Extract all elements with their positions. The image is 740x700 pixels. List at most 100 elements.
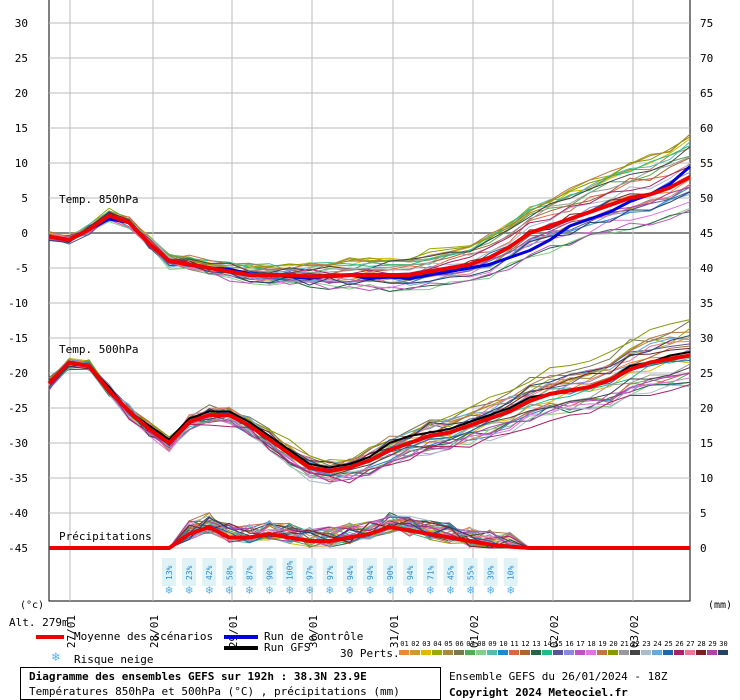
label-precip: Précipitations — [59, 530, 152, 543]
snow-cell — [242, 558, 257, 586]
right-tick-label: 25 — [700, 367, 713, 380]
run-info: Ensemble GEFS du 26/01/2024 - 18Z — [449, 670, 668, 683]
chart-grid — [48, 0, 691, 602]
legend-snowflake-icon: ❄ — [52, 650, 60, 665]
pert-swatch — [696, 650, 706, 655]
date-label: 01/02 — [468, 615, 481, 648]
member-t850-line — [48, 165, 691, 277]
snow-percent: 97% — [306, 565, 315, 580]
pert-legend-item: 08 — [476, 640, 487, 655]
pert-swatch — [399, 650, 409, 655]
snow-cell — [383, 558, 398, 586]
pert-legend-item: 27 — [685, 640, 696, 655]
pert-swatch — [718, 650, 728, 655]
member-t850-line — [48, 138, 691, 270]
snowflake-icon: ❄ — [246, 583, 253, 597]
pert-legend-item: 17 — [575, 640, 586, 655]
legend-gfs-label: Run GFS — [264, 641, 311, 654]
left-tick-label: 30 — [15, 17, 28, 30]
left-tick-label: -30 — [8, 437, 28, 450]
legend-perts: 01 02 03 04 05 06 07 08 09 10 11 12 13 14 15 16 17 18 19 20… — [399, 640, 731, 658]
pert-legend-item: 01 — [399, 640, 410, 655]
right-tick-label: 15 — [700, 437, 713, 450]
pert-legend-item: 02 — [410, 640, 421, 655]
left-unit: (°c) — [20, 600, 45, 611]
pert-swatch — [564, 650, 574, 655]
pert-swatch — [443, 650, 453, 655]
legend-mean-swatch — [36, 635, 64, 639]
legend-gfs-swatch — [224, 646, 258, 650]
snow-cell — [483, 558, 498, 586]
snowflake-icon: ❄ — [306, 583, 313, 597]
pert-swatch — [641, 650, 651, 655]
snowflake-icon: ❄ — [326, 583, 333, 597]
snowflake-icon: ❄ — [386, 583, 393, 597]
snow-cell — [342, 558, 357, 586]
snowflake-icon: ❄ — [467, 583, 474, 597]
snow-cell — [443, 558, 458, 586]
pert-swatch — [476, 650, 486, 655]
pert-swatch — [707, 650, 717, 655]
snow-percent: 87% — [245, 565, 254, 580]
pert-swatch — [487, 650, 497, 655]
date-label: 29/01 — [227, 615, 240, 648]
left-tick-label: -15 — [8, 332, 28, 345]
pert-swatch — [410, 650, 420, 655]
member-t500-line — [48, 327, 691, 467]
pert-legend-item: 19 — [597, 640, 608, 655]
right-tick-label: 20 — [700, 402, 713, 415]
snowflake-icon: ❄ — [165, 583, 172, 597]
snow-percent: 10% — [507, 565, 516, 580]
pert-legend-item: 03 — [421, 640, 432, 655]
member-t500-line — [48, 338, 691, 467]
snow-percent: 39% — [487, 565, 496, 580]
left-tick-label: 15 — [15, 122, 28, 135]
plot-frame — [48, 0, 691, 602]
label-t500: Temp. 500hPa — [59, 343, 139, 356]
right-tick-label: 55 — [700, 157, 713, 170]
member-t500-line — [48, 320, 691, 466]
pert-swatch — [630, 650, 640, 655]
snow-percent: 94% — [366, 565, 375, 580]
member-t850-line — [48, 133, 691, 268]
date-label: 02/02 — [548, 615, 561, 648]
pert-legend-item: 23 — [641, 640, 652, 655]
chart-title: Diagramme des ensembles GEFS sur 192h : … — [29, 670, 367, 683]
pert-legend-item: 25 — [663, 640, 674, 655]
member-t500-line — [48, 361, 691, 483]
snow-percent: 45% — [446, 565, 455, 580]
left-tick-label: 5 — [21, 192, 28, 205]
left-tick-label: 20 — [15, 87, 28, 100]
member-t850-line — [48, 162, 691, 278]
snow-percent: 100% — [286, 561, 295, 580]
snow-percent: 90% — [266, 565, 275, 580]
snow-percent: 94% — [346, 565, 355, 580]
left-tick-label: 25 — [15, 52, 28, 65]
snowflake-icon: ❄ — [427, 583, 434, 597]
right-tick-label: 75 — [700, 17, 713, 30]
member-t500-line — [48, 319, 691, 464]
snow-cell — [463, 558, 478, 586]
pert-swatch — [575, 650, 585, 655]
pert-swatch — [531, 650, 541, 655]
ensemble-members — [48, 133, 691, 549]
date-label: 27/01 — [65, 615, 78, 648]
member-t500-line — [48, 341, 691, 472]
date-label: 28/01 — [148, 615, 161, 648]
chart-subtitle: Températures 850hPa et 500hPa (°C) , pré… — [29, 685, 400, 698]
pert-swatch — [465, 650, 475, 655]
left-tick-label: -40 — [8, 507, 28, 520]
snowflake-icon: ❄ — [447, 583, 454, 597]
member-t500-line — [48, 361, 691, 481]
snow-cell — [202, 558, 217, 586]
snowflake-icon: ❄ — [185, 583, 192, 597]
left-tick-label: 10 — [15, 157, 28, 170]
legend-control-swatch — [224, 635, 258, 639]
pert-swatch — [663, 650, 673, 655]
pert-swatch — [542, 650, 552, 655]
pert-swatch — [421, 650, 431, 655]
copyright: Copyright 2024 Meteociel.fr — [449, 686, 628, 699]
snowflake-icon: ❄ — [226, 583, 233, 597]
